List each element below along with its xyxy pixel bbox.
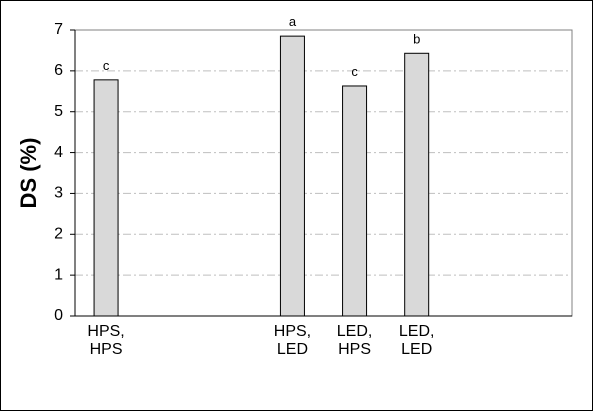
x-tick-label: HPS, LED — [274, 323, 311, 358]
significance-letter: b — [413, 31, 420, 46]
y-tick-label: 3 — [54, 185, 63, 202]
y-tick-label: 1 — [54, 266, 63, 283]
y-axis-label: DS (%) — [16, 138, 41, 209]
y-tick-label: 5 — [54, 103, 63, 120]
y-tick-label: 0 — [54, 307, 63, 324]
y-tick-label: 6 — [54, 62, 63, 79]
bar — [279, 35, 305, 317]
bar — [93, 79, 119, 317]
x-tick-label: LED, LED — [399, 323, 435, 358]
significance-letter: c — [351, 64, 358, 79]
y-tick-label: 2 — [54, 226, 63, 243]
bar — [342, 85, 368, 317]
y-tick-label: 4 — [54, 144, 63, 161]
y-tick-label: 7 — [54, 21, 63, 38]
x-tick-label: HPS, HPS — [87, 323, 124, 358]
x-tick-label: LED, HPS — [337, 323, 373, 358]
bar — [404, 52, 430, 317]
significance-letter: c — [103, 58, 110, 73]
significance-letter: a — [289, 14, 297, 29]
